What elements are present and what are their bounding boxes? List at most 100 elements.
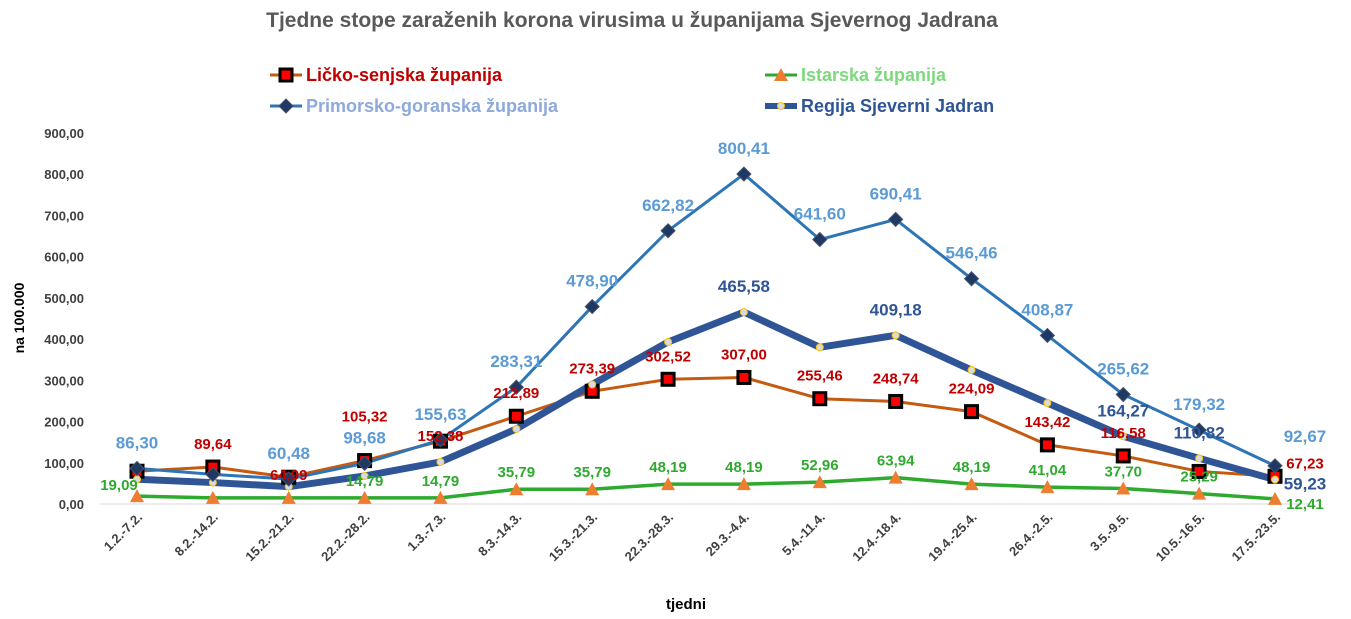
- data-label: 19,09: [100, 477, 138, 494]
- data-label: 98,68: [343, 428, 386, 447]
- y-tick-label: 100,00: [44, 456, 84, 471]
- data-label: 60,48: [267, 444, 310, 463]
- y-tick-label: 0,00: [59, 497, 84, 512]
- data-point-diamond: [278, 98, 294, 114]
- data-point-triangle: [661, 477, 676, 491]
- data-point-diamond: [887, 211, 904, 228]
- data-point-diamond: [1115, 386, 1131, 403]
- x-tick-label: 12.4.-18.4.: [849, 510, 904, 565]
- legend-label[interactable]: Istarska županija: [801, 65, 947, 85]
- data-label: 37,70: [1104, 463, 1142, 480]
- legend-label[interactable]: Primorsko-goranska županija: [306, 96, 559, 116]
- data-point-circle: [777, 102, 785, 110]
- data-point-circle: [1119, 432, 1128, 441]
- data-point-diamond: [205, 466, 221, 483]
- data-point-circle: [360, 471, 369, 480]
- data-label: 662,82: [642, 196, 694, 215]
- data-label: 48,19: [725, 459, 763, 476]
- data-point-triangle: [812, 475, 827, 489]
- x-axis-label: tjedni: [666, 596, 706, 613]
- data-point-circle: [664, 337, 673, 346]
- data-label: 35,79: [573, 464, 611, 481]
- x-tick-label: 3.5.-9.5.: [1087, 510, 1131, 554]
- data-label: 63,94: [877, 453, 915, 470]
- y-tick-label: 900,00: [44, 126, 84, 141]
- x-tick-label: 8.3.-14.3.: [475, 510, 524, 559]
- data-point-square: [812, 391, 828, 407]
- data-label: 409,18: [870, 300, 922, 319]
- data-point-triangle: [281, 490, 296, 504]
- data-point-circle: [1271, 475, 1279, 484]
- data-label: 273,39: [569, 360, 615, 377]
- x-tick-label: 29.3.-4.4.: [703, 510, 752, 559]
- data-label: 52,96: [801, 457, 839, 474]
- data-label: 105,32: [342, 409, 388, 426]
- y-tick-label: 400,00: [44, 332, 84, 347]
- data-point-triangle: [130, 489, 144, 503]
- data-point-diamond: [432, 432, 449, 448]
- data-point-diamond: [584, 298, 600, 315]
- data-label: 478,90: [566, 272, 618, 291]
- data-point-diamond: [1191, 422, 1207, 438]
- legend-label[interactable]: Regija Sjeverni Jadran: [801, 96, 994, 116]
- x-tick-label: 17.5.-23.5.: [1229, 510, 1284, 565]
- legend-label[interactable]: Ličko-senjska županija: [306, 65, 503, 85]
- data-point-triangle: [585, 482, 600, 496]
- data-point-triangle: [433, 490, 448, 504]
- x-tick-label: 10.5.-16.5.: [1153, 510, 1208, 565]
- data-label: 248,74: [873, 370, 920, 387]
- data-point-square: [888, 393, 904, 409]
- series-line: [136, 475, 1276, 501]
- data-label: 48,19: [649, 459, 687, 476]
- data-label: 35,79: [498, 464, 536, 481]
- x-tick-label: 22.3.-28.3.: [622, 510, 677, 565]
- data-label: 283,31: [490, 352, 542, 371]
- data-point-diamond: [1267, 458, 1283, 474]
- data-label: 465,58: [718, 277, 770, 296]
- data-label: 92,67: [1284, 427, 1327, 446]
- data-point-circle: [1195, 454, 1204, 463]
- data-point-triangle: [1192, 486, 1207, 500]
- data-point-square: [1115, 448, 1131, 464]
- data-point-diamond: [356, 455, 373, 472]
- data-label: 12,41: [1286, 496, 1324, 513]
- data-label: 302,52: [645, 348, 691, 365]
- data-label: 14,79: [346, 473, 384, 490]
- data-label: 25,29: [1180, 469, 1218, 486]
- y-tick-label: 700,00: [44, 208, 84, 223]
- data-label: 152,38: [418, 428, 464, 445]
- y-tick-label: 200,00: [44, 415, 84, 430]
- data-point-square: [964, 404, 980, 420]
- data-label: 155,63: [414, 405, 466, 424]
- data-point-square: [1039, 437, 1055, 453]
- series-line: [136, 172, 1276, 481]
- data-point-diamond: [660, 223, 676, 239]
- data-point-triangle: [509, 482, 524, 496]
- data-label: 641,60: [794, 205, 846, 224]
- y-tick-label: 500,00: [44, 291, 84, 306]
- data-label: 48,19: [953, 459, 991, 476]
- data-label: 14,79: [422, 473, 460, 490]
- data-point-square: [278, 67, 294, 83]
- data-point-square: [736, 369, 752, 385]
- y-tick-label: 600,00: [44, 250, 84, 265]
- y-tick-label: 300,00: [44, 373, 84, 388]
- data-point-diamond: [281, 471, 297, 487]
- data-point-triangle: [774, 68, 788, 81]
- data-label: 116,58: [1101, 425, 1146, 442]
- x-tick-label: 1.2.-7.2.: [101, 510, 145, 554]
- data-point-triangle: [357, 490, 372, 504]
- series-line: [136, 375, 1276, 479]
- x-tick-label: 26.4.-2.5.: [1006, 510, 1055, 559]
- data-label: 255,46: [797, 368, 843, 385]
- data-label: 64,99: [270, 467, 308, 484]
- data-point-circle: [739, 308, 748, 317]
- data-point-circle: [967, 366, 976, 375]
- y-tick-label: 800,00: [44, 167, 84, 182]
- data-label: 59,23: [1284, 475, 1327, 494]
- x-tick-label: 22.2.-28.2.: [318, 510, 373, 565]
- data-label: 110,82: [1174, 423, 1225, 442]
- data-label: 164,27: [1097, 401, 1149, 420]
- x-tick-label: 19.4.-25.4.: [925, 510, 980, 565]
